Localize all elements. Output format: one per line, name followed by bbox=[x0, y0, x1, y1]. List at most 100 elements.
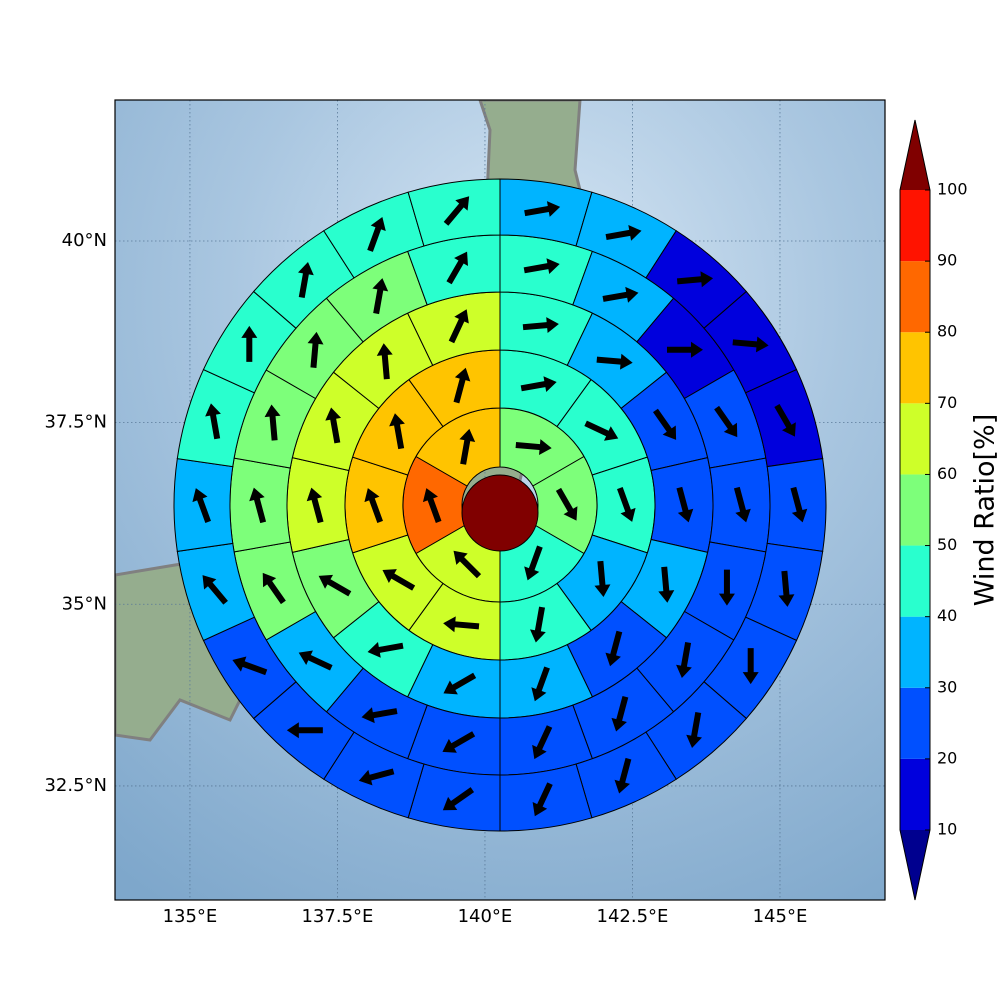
wind-arrow bbox=[614, 757, 632, 794]
wind-arrow bbox=[443, 616, 480, 633]
colorbar-tick-label: 90 bbox=[937, 251, 957, 270]
wind-arrow bbox=[286, 722, 323, 739]
wind-arrow bbox=[611, 695, 629, 732]
wind-arrow bbox=[522, 317, 559, 334]
wind-arrow bbox=[367, 642, 404, 658]
x-tick-label: 140°E bbox=[458, 906, 513, 927]
wind-arrow bbox=[358, 768, 395, 786]
wind-arrow bbox=[325, 407, 342, 444]
wind-arrow bbox=[318, 574, 352, 597]
wind-arrow bbox=[676, 486, 694, 523]
wind-arrow bbox=[523, 258, 560, 275]
wind-arrow bbox=[376, 343, 393, 380]
colorbar-tick-label: 30 bbox=[937, 677, 957, 696]
wind-arrow bbox=[264, 404, 281, 441]
wind-arrow bbox=[520, 376, 557, 393]
colorbar-segment bbox=[900, 332, 930, 404]
wind-arrow bbox=[442, 731, 476, 753]
colorbar-tick-label: 10 bbox=[937, 820, 957, 839]
wind-arrow bbox=[192, 488, 211, 523]
wind-arrow bbox=[605, 225, 642, 241]
wind-arrow bbox=[306, 487, 324, 524]
wind-arrow bbox=[532, 782, 553, 817]
x-tick-label: 142.5°E bbox=[597, 906, 669, 927]
colorbar-under bbox=[900, 830, 930, 900]
wind-arrow bbox=[241, 325, 258, 362]
wind-arrow bbox=[714, 405, 738, 438]
wind-arrow bbox=[617, 487, 636, 522]
wind-arrow bbox=[555, 487, 578, 521]
colorbar-segment bbox=[900, 545, 930, 617]
wind-arrow bbox=[531, 666, 550, 702]
wind-arrow bbox=[443, 196, 470, 226]
wind-arrow bbox=[718, 569, 735, 606]
colorbar-tick-label: 40 bbox=[937, 606, 957, 625]
x-tick-label: 137.5°E bbox=[301, 906, 373, 927]
wind-arrow bbox=[422, 488, 442, 523]
colorbar: 10 20 30 40 50 60 70 80 90 100 Wind Ratio[%] bbox=[899, 119, 1000, 901]
colorbar-tick-label: 80 bbox=[937, 322, 957, 341]
colorbar-segment bbox=[900, 190, 930, 262]
wind-arrow bbox=[307, 331, 324, 368]
colorbar-tick-label: 100 bbox=[937, 180, 968, 199]
wind-arrow bbox=[202, 575, 228, 605]
wind-arrow bbox=[448, 309, 469, 344]
colorbar-segment bbox=[900, 403, 930, 475]
colorbar-segment bbox=[900, 687, 930, 759]
wind-arrow bbox=[205, 403, 221, 440]
wind-arrow bbox=[686, 711, 702, 748]
wind-arrow bbox=[732, 336, 769, 353]
wind-arrow bbox=[676, 271, 714, 288]
wind-arrow bbox=[298, 262, 314, 299]
x-tick-label: 135°E bbox=[163, 906, 218, 927]
wind-arrow bbox=[532, 725, 553, 760]
arrow-layer bbox=[192, 196, 808, 817]
wind-arrow bbox=[596, 353, 633, 370]
colorbar-over bbox=[900, 120, 930, 190]
colorbar-segment bbox=[900, 261, 930, 333]
wind-arrow bbox=[524, 201, 561, 217]
wind-arrow bbox=[774, 403, 796, 437]
colorbar-tick-label: 20 bbox=[937, 748, 957, 767]
y-tick-label: 37.5°N bbox=[44, 412, 107, 433]
wind-arrow bbox=[742, 648, 759, 685]
wind-arrow bbox=[515, 439, 552, 456]
wind-arrow bbox=[602, 286, 639, 303]
wind-arrow bbox=[524, 545, 543, 581]
colorbar-segment bbox=[900, 758, 930, 830]
cell-layer bbox=[173, 178, 827, 832]
y-tick-label: 40°N bbox=[62, 230, 107, 251]
colorbar-label: Wind Ratio[%] bbox=[970, 414, 1000, 606]
wind-arrow bbox=[367, 217, 386, 252]
wind-arrow bbox=[584, 420, 619, 441]
wind-arrow bbox=[389, 413, 405, 450]
wind-arrow bbox=[778, 570, 795, 607]
wind-arrow bbox=[443, 672, 477, 695]
wind-arrow bbox=[442, 787, 475, 811]
wind-arrow bbox=[733, 486, 751, 523]
colorbar-tick-label: 60 bbox=[937, 464, 957, 483]
wind-arrow bbox=[249, 487, 267, 524]
wind-arrow bbox=[676, 641, 692, 678]
wind-arrow bbox=[372, 278, 389, 315]
center-cell bbox=[461, 474, 539, 552]
wind-arrow bbox=[382, 569, 416, 591]
wind-arrow bbox=[652, 408, 677, 440]
wind-arrow bbox=[530, 606, 546, 643]
colorbar-tick-label: 50 bbox=[937, 535, 957, 554]
wind-arrow bbox=[459, 428, 476, 465]
wind-arrow bbox=[666, 341, 703, 358]
wind-arrow bbox=[364, 488, 383, 523]
wind-arrow bbox=[594, 560, 611, 597]
y-tick-label: 32.5°N bbox=[44, 775, 107, 796]
colorbar-tick-label: 70 bbox=[937, 393, 957, 412]
wind-arrow bbox=[298, 650, 333, 671]
wind-arrow bbox=[453, 367, 471, 404]
x-tick-label: 145°E bbox=[753, 906, 808, 927]
label-layer: 135°E 137.5°E 140°E 142.5°E 145°E 32.5°N 35°N 3… bbox=[44, 230, 807, 927]
wind-arrow bbox=[232, 656, 268, 676]
wind-arrow bbox=[262, 572, 286, 605]
colorbar-segment bbox=[900, 616, 930, 688]
wind-arrow bbox=[605, 630, 623, 667]
